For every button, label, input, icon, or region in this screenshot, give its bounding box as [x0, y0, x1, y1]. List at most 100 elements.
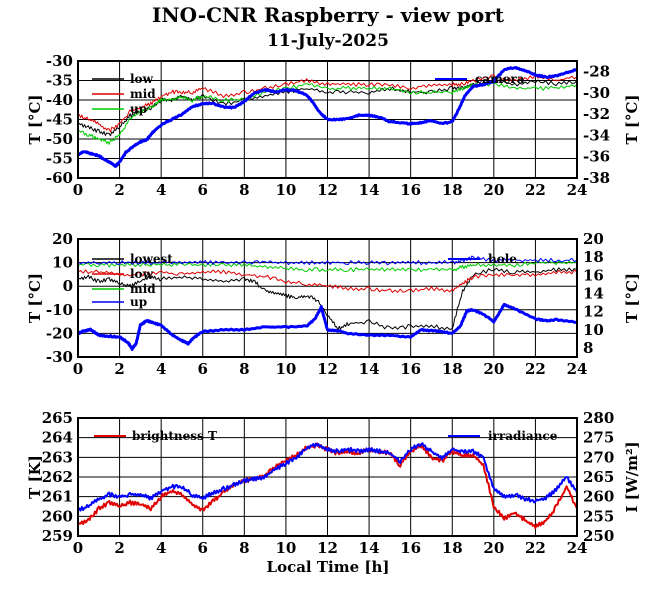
plot-frame: [77, 238, 578, 358]
legend-label-irradiance: irradiance: [488, 429, 558, 443]
y-tick-label: -35: [46, 72, 73, 90]
series-line-hole: [77, 302, 578, 351]
x-tick-label: 14: [359, 181, 380, 199]
x-tick-label: 2: [114, 360, 124, 378]
y-tick-label: -30: [46, 52, 73, 70]
y-axis-label: T [°C]: [26, 273, 44, 323]
legend-label-brightness-T: brightness T: [132, 429, 217, 443]
x-tick-label: 18: [442, 539, 463, 557]
x-tick-label: 12: [317, 181, 338, 199]
x-tick-label: 8: [239, 360, 249, 378]
x-tick-label: 24: [567, 539, 588, 557]
y2-tick-label: 275: [583, 429, 614, 447]
y-tick-label: 260: [42, 507, 73, 525]
x-tick-label: 10: [275, 539, 296, 557]
chart-title: INO-CNR Raspberry - view port: [152, 3, 505, 27]
panel-bottom: 0 2 4 6 8 10 12 14 16 18 20 22 242592602612622632642…: [26, 409, 641, 557]
x-tick-label: 14: [359, 360, 380, 378]
series-line-up: [77, 255, 578, 266]
legend-label-low: low: [130, 267, 154, 281]
y-tick-label: -55: [46, 150, 73, 168]
legend-label-low: low: [130, 72, 154, 86]
series-line-irradiance: [77, 442, 578, 512]
x-tick-label: 20: [483, 360, 504, 378]
series-line-mid: [77, 74, 578, 133]
y2-tick-label: 255: [583, 507, 614, 525]
legend-label-camera: camera: [475, 72, 525, 86]
plot-frame: [77, 417, 578, 537]
x-tick-label: 0: [73, 539, 83, 557]
x-tick-label: 16: [400, 539, 421, 557]
y2-tick-label: -36: [583, 148, 610, 166]
y2-tick-label: -32: [583, 105, 610, 123]
x-tick-label: 6: [198, 360, 208, 378]
y2-tick-label: -34: [583, 126, 610, 144]
x-tick-label: 12: [317, 360, 338, 378]
x-tick-label: 24: [567, 360, 588, 378]
y-tick-label: -10: [46, 301, 73, 319]
x-tick-label: 0: [73, 181, 83, 199]
x-tick-label: 22: [525, 539, 546, 557]
x-tick-label: 8: [239, 539, 249, 557]
x-tick-label: 4: [156, 539, 166, 557]
y2-tick-label: 12: [583, 303, 604, 321]
legend-label-mid: mid: [130, 282, 156, 296]
y-tick-label: 0: [63, 277, 73, 295]
x-tick-label: 20: [483, 539, 504, 557]
plot-frame: [77, 60, 578, 179]
x-tick-label: 12: [317, 539, 338, 557]
y2-tick-label: 265: [583, 468, 614, 486]
y-tick-label: 10: [52, 254, 73, 272]
x-tick-label: 24: [567, 181, 588, 199]
x-tick-label: 16: [400, 181, 421, 199]
x-tick-label: 6: [198, 181, 208, 199]
x-tick-label: 22: [525, 360, 546, 378]
y-tick-label: -20: [46, 324, 73, 342]
x-tick-label: 4: [156, 360, 166, 378]
x-tick-label: 8: [239, 181, 249, 199]
x-tick-label: 20: [483, 181, 504, 199]
y2-tick-label: -38: [583, 169, 610, 187]
y2-tick-label: 250: [583, 527, 614, 545]
y2-tick-label: -28: [583, 63, 610, 81]
x-tick-label: 22: [525, 181, 546, 199]
x-tick-label: 18: [442, 360, 463, 378]
x-axis-label: Local Time [h]: [267, 558, 390, 576]
x-tick-label: 16: [400, 360, 421, 378]
y-tick-label: 264: [42, 429, 73, 447]
y2-tick-label: 16: [583, 266, 604, 284]
y2-axis-label: I [W/m²]: [623, 441, 641, 512]
y-tick-label: -40: [46, 91, 73, 109]
series-line-mid: [77, 260, 578, 273]
y-tick-label: 259: [42, 527, 73, 545]
x-tick-label: 2: [114, 181, 124, 199]
x-tick-label: 14: [359, 539, 380, 557]
y2-tick-label: 260: [583, 488, 614, 506]
y-axis-label: T [K]: [26, 455, 44, 499]
legend-label-up: up: [130, 295, 147, 309]
y-tick-label: -60: [46, 169, 73, 187]
y-tick-label: -45: [46, 111, 73, 129]
legend-label-mid: mid: [130, 87, 156, 101]
legend-label-hole: hole: [488, 252, 517, 266]
legend-label-up: up: [130, 102, 147, 116]
y-tick-label: 20: [52, 230, 73, 248]
y-tick-label: 263: [42, 448, 73, 466]
y2-tick-label: 8: [583, 339, 593, 357]
x-tick-label: 4: [156, 181, 166, 199]
y2-tick-label: 270: [583, 448, 614, 466]
y2-tick-label: 18: [583, 248, 604, 266]
panel-middle: 0 2 4 6 8 10 12 14 16 18 20 22 24-30-20-100102081012…: [26, 230, 641, 378]
chart-subtitle: 11-July-2025: [267, 31, 389, 51]
x-tick-label: 18: [442, 181, 463, 199]
y-tick-label: 262: [42, 468, 73, 486]
y-tick-label: -50: [46, 130, 73, 148]
x-tick-label: 0: [73, 360, 83, 378]
series-line-low: [77, 269, 578, 293]
x-tick-label: 10: [275, 181, 296, 199]
x-tick-label: 10: [275, 360, 296, 378]
y2-tick-label: 14: [583, 284, 604, 302]
y2-axis-label: T [°C]: [623, 273, 641, 323]
y2-tick-label: 20: [583, 230, 604, 248]
